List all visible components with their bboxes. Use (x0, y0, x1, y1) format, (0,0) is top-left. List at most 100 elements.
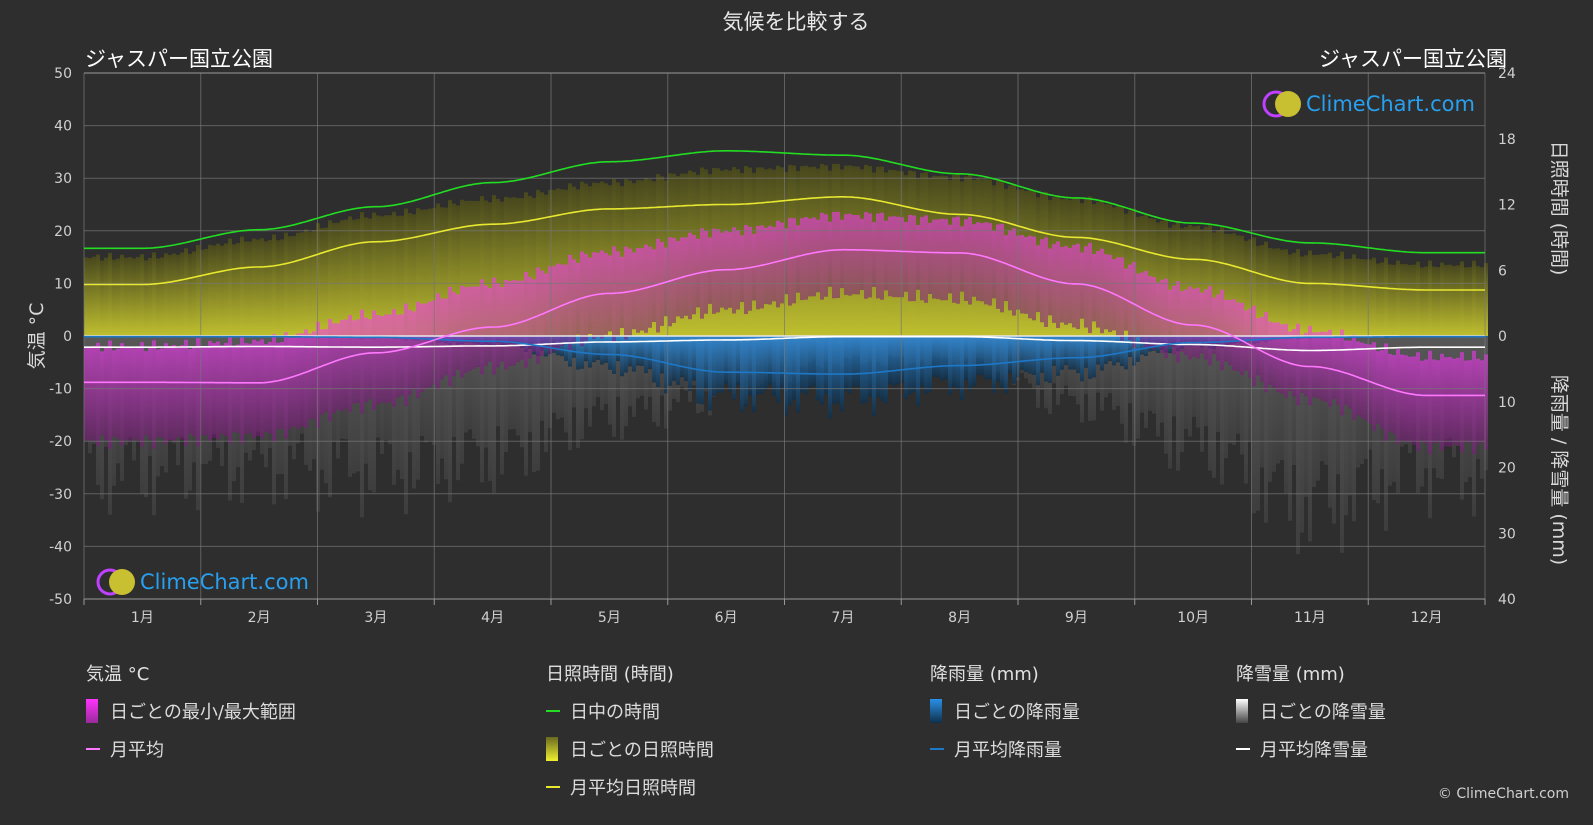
copyright-text[interactable]: © ClimeChart.com (1437, 786, 1569, 802)
daily-rain-bar (684, 336, 688, 382)
daily-rain-bar (588, 336, 592, 368)
daily-rain-bar (808, 336, 812, 389)
daily-temp-range-bar (768, 225, 772, 305)
daily-rain-bar (884, 336, 888, 404)
daily-snow-bar (1120, 336, 1124, 424)
daily-rain-bar (1112, 336, 1116, 366)
legend-snow: 降雪量 (mm) 日ごとの降雪量 月平均降雪量 (1236, 660, 1386, 776)
daily-temp-range-bar (224, 342, 228, 437)
daily-sunshine-bar (136, 256, 140, 336)
daily-sunshine-bar (404, 208, 408, 336)
daily-sunshine-bar (1172, 224, 1176, 336)
daily-temp-range-bar (1008, 230, 1012, 311)
daily-snow-bar (1176, 336, 1180, 471)
daily-temp-range-bar (1388, 354, 1392, 432)
daily-rain-bar (572, 336, 576, 358)
daily-temp-range-bar (1080, 252, 1084, 319)
daily-snow-bar (1232, 336, 1236, 445)
legend-item: 月平均日照時間 (546, 776, 714, 799)
legend-label: 日ごとの降雪量 (1260, 702, 1386, 723)
daily-sunshine-bar (1192, 226, 1196, 336)
daily-temp-range-bar (1252, 305, 1256, 387)
daily-sunshine-bar (268, 239, 272, 336)
daily-rain-bar (804, 336, 808, 395)
daily-temp-range-bar (1212, 297, 1216, 354)
daily-temp-range-bar (1164, 278, 1168, 358)
daily-sunshine-bar (1400, 263, 1404, 336)
daily-snow-bar (604, 336, 608, 404)
daily-rain-bar (984, 336, 988, 380)
daily-snow-bar (560, 336, 564, 418)
daily-temp-range-bar (240, 335, 244, 444)
daily-sunshine-bar (1160, 220, 1164, 336)
daily-temp-range-bar (1264, 312, 1268, 393)
daily-sunshine-bar (1340, 251, 1344, 336)
daily-temp-range-bar (1280, 324, 1284, 394)
x-tick-label: 8月 (948, 610, 971, 626)
daily-temp-range-bar (1056, 241, 1060, 328)
daily-temp-range-bar (1076, 243, 1080, 330)
daily-rain-bar (940, 336, 944, 381)
daily-sunshine-bar (1248, 239, 1252, 336)
daily-snow-bar (620, 336, 624, 440)
daily-temp-range-bar (1032, 236, 1036, 321)
climechart-logo-top[interactable]: ClimeChart.com (1262, 88, 1475, 120)
daily-sunshine-bar (296, 232, 300, 336)
daily-rain-bar (952, 336, 956, 388)
daily-temp-range-bar (848, 213, 852, 296)
daily-sunshine-bar (508, 197, 512, 336)
daily-temp-range-bar (220, 345, 224, 434)
daily-sunshine-bar (116, 258, 120, 336)
daily-temp-range-bar (1392, 354, 1396, 434)
daily-snow-bar (1260, 336, 1264, 468)
daily-snow-bar (1352, 336, 1356, 522)
daily-sunshine-bar (1164, 219, 1168, 336)
daily-rain-bar (760, 336, 764, 394)
daily-snow-bar (1308, 336, 1312, 542)
y-right-top-tick-label: 18 (1498, 132, 1516, 148)
daily-rain-bar (880, 336, 884, 402)
daily-temp-range-bar (1196, 287, 1200, 359)
daily-temp-range-bar (1104, 254, 1108, 330)
legend-item: 日ごとの降雪量 (1236, 699, 1386, 723)
daily-sunshine-bar (472, 200, 476, 336)
daily-snow-bar (368, 336, 372, 491)
daily-sunshine-bar (1372, 257, 1376, 336)
y-right-top-axis-label: 日照時間 (時間) (1548, 141, 1570, 276)
daily-temp-range-bar (180, 345, 184, 440)
daily-snow-bar (1160, 336, 1164, 423)
y-left-axis-label: 気温 °C (26, 303, 48, 370)
daily-temp-range-bar (1232, 299, 1236, 371)
daily-temp-range-bar (1180, 291, 1184, 352)
daily-snow-bar (628, 336, 632, 407)
rain-average-line (84, 335, 1485, 375)
climechart-logo-bottom[interactable]: ClimeChart.com (96, 566, 309, 598)
daily-snow-bar (448, 336, 452, 503)
daily-temp-range-bar (216, 341, 220, 439)
daily-temp-range-bar (896, 216, 900, 298)
daily-rain-bar (764, 336, 768, 391)
daily-temp-range-bar (916, 225, 920, 290)
daily-sunshine-bar (1228, 233, 1232, 336)
daily-temp-range-bar (1028, 235, 1032, 319)
daily-temp-range-bar (1044, 237, 1048, 327)
daily-rain-bar (756, 336, 760, 395)
daily-temp-range-bar (1316, 332, 1320, 399)
daily-sunshine-bar (224, 243, 228, 336)
chart-title: 気候を比較する (723, 10, 870, 34)
x-tick-label: 9月 (1065, 610, 1088, 626)
legend-item: 日中の時間 (546, 700, 714, 723)
daily-temp-range-bar (84, 346, 88, 441)
daily-sunshine-bar (1308, 250, 1312, 336)
daily-temp-range-bar (924, 215, 928, 303)
x-tick-label: 6月 (715, 610, 738, 626)
y-left-tick-label: 40 (54, 119, 72, 135)
daily-sunshine-bar (556, 188, 560, 336)
daily-rain-bar (676, 336, 680, 385)
daily-sunshine-bar (1168, 227, 1172, 336)
daily-temp-range-bar (968, 217, 972, 305)
daily-temp-range-bar (1072, 244, 1076, 328)
daily-temp-range-bar (868, 213, 872, 298)
daily-sunshine-bar (280, 239, 284, 336)
